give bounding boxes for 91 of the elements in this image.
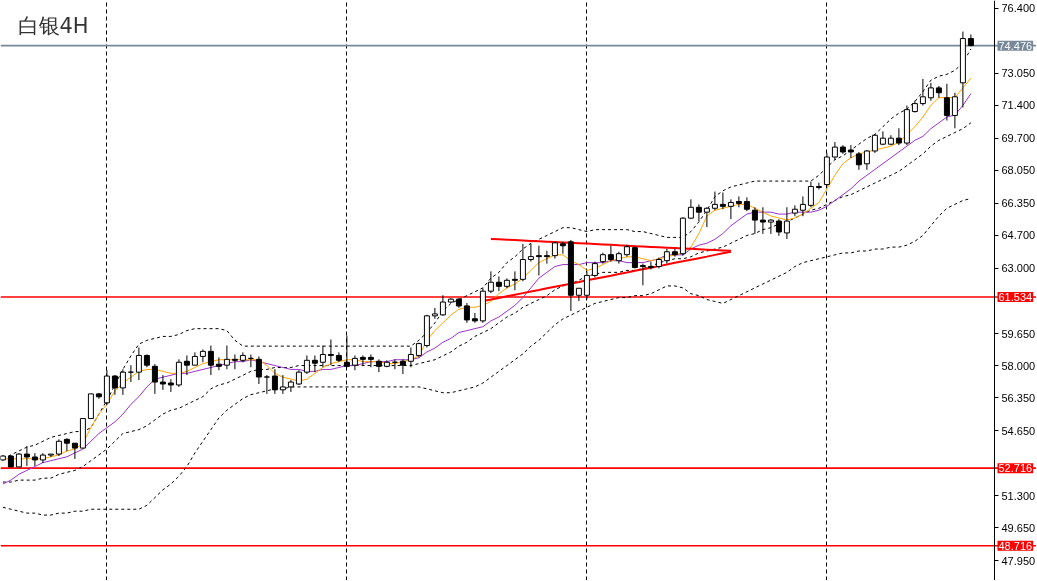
candlestick xyxy=(31,452,38,467)
candlestick xyxy=(791,204,798,217)
candlestick xyxy=(271,368,278,395)
candlestick xyxy=(255,355,262,385)
candlestick xyxy=(511,270,518,291)
candlestick xyxy=(671,248,678,258)
candlestick xyxy=(135,346,142,381)
candlestick xyxy=(431,307,438,320)
ref-line-label: 48.716 xyxy=(998,539,1033,552)
candlestick xyxy=(439,294,446,317)
candlestick xyxy=(175,358,182,388)
candlestick xyxy=(535,245,542,276)
y-tick-label: 59.650 xyxy=(1001,327,1036,340)
candlestick xyxy=(351,354,358,371)
candlestick xyxy=(695,203,702,222)
y-tick-label: 66.350 xyxy=(1001,197,1036,210)
candlestick xyxy=(727,198,734,220)
y-tick-label: 64.700 xyxy=(1001,229,1036,242)
candlestick xyxy=(719,192,726,210)
candlestick xyxy=(111,374,118,396)
y-tick-label: 56.350 xyxy=(1001,391,1036,404)
candlestick xyxy=(935,85,942,99)
candlestick xyxy=(583,270,590,300)
candlestick xyxy=(759,206,766,235)
candlestick xyxy=(471,312,478,324)
candlestick xyxy=(711,191,718,211)
candlestick xyxy=(303,354,310,375)
candlestick xyxy=(895,127,902,146)
candlestick xyxy=(399,358,406,375)
candlestick xyxy=(63,437,70,452)
y-tick-label: 51.300 xyxy=(1001,489,1036,502)
candlestick xyxy=(327,339,334,366)
candlestick xyxy=(367,353,374,368)
candlestick xyxy=(815,182,822,190)
y-tick-label: 76.400 xyxy=(1001,2,1036,15)
candlestick xyxy=(159,374,166,391)
candlestick xyxy=(607,245,614,263)
y-tick-label: 47.950 xyxy=(1001,554,1036,567)
candlestick xyxy=(943,83,950,121)
candlestick xyxy=(463,302,470,324)
candlestick xyxy=(767,218,774,235)
y-tick-label: 68.050 xyxy=(1001,164,1036,177)
candlestick xyxy=(311,354,318,373)
y-tick-label: 54.650 xyxy=(1001,424,1036,437)
y-tick-label: 69.700 xyxy=(1001,132,1036,145)
ref-line-label: 61.534 xyxy=(998,290,1033,303)
y-tick-label: 58.000 xyxy=(1001,359,1036,372)
candlestick xyxy=(223,345,230,370)
candlestick xyxy=(263,374,270,395)
candlestick xyxy=(167,378,174,393)
candlestick xyxy=(183,354,190,376)
candlestick xyxy=(951,92,958,129)
y-tick-label: 71.400 xyxy=(1001,99,1036,112)
candlestick xyxy=(343,335,350,368)
candlestick xyxy=(871,133,878,154)
y-tick-label: 73.050 xyxy=(1001,67,1036,80)
candlestick xyxy=(879,130,886,146)
candlestick xyxy=(359,354,366,366)
candlestick xyxy=(783,206,790,240)
y-tick-label: 49.650 xyxy=(1001,521,1036,534)
ref-line-label: 52.716 xyxy=(998,462,1033,475)
text: 白银4H xyxy=(17,13,89,38)
candlestick xyxy=(751,206,758,235)
candlestick xyxy=(703,206,710,228)
candlestick xyxy=(207,345,214,376)
candlestick xyxy=(735,195,742,208)
candlestick xyxy=(863,149,870,171)
candlestick xyxy=(319,345,326,368)
candlestick xyxy=(119,368,126,396)
candlestick xyxy=(375,358,382,373)
ref-line-label: 74.476 xyxy=(998,39,1033,52)
candlestick xyxy=(407,346,414,368)
candlestick xyxy=(527,243,534,263)
candlestick xyxy=(639,263,646,286)
candlestick xyxy=(487,270,494,294)
candlestick xyxy=(543,250,550,265)
candlestick xyxy=(519,243,526,282)
candlestick xyxy=(559,241,566,255)
candlestick xyxy=(199,348,206,363)
candlestick xyxy=(215,356,222,371)
candlestick xyxy=(231,353,238,370)
candlestick xyxy=(807,181,814,208)
y-tick-label: 63.000 xyxy=(1001,262,1036,275)
candlestick xyxy=(847,144,854,159)
candlestick xyxy=(799,195,806,217)
candlestick xyxy=(151,363,158,395)
candlestick xyxy=(279,374,286,395)
candlestick xyxy=(919,78,926,107)
candlestick xyxy=(71,442,78,460)
candlestick xyxy=(495,275,502,292)
candlestick xyxy=(647,261,654,270)
